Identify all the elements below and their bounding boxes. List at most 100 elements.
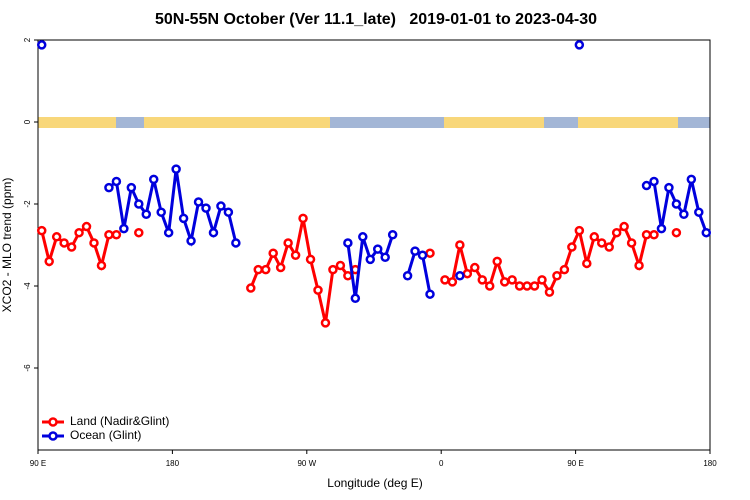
point <box>335 260 346 271</box>
point <box>626 238 637 248</box>
point <box>671 199 682 209</box>
point <box>492 256 502 267</box>
series-line <box>444 224 654 296</box>
point <box>365 254 376 265</box>
x-tick-label: 180 <box>703 459 717 468</box>
point <box>96 260 107 271</box>
point <box>641 180 652 191</box>
point <box>537 275 547 285</box>
point <box>216 201 226 211</box>
point <box>455 240 465 250</box>
point <box>574 40 585 50</box>
point <box>582 258 592 269</box>
point <box>529 281 540 291</box>
point <box>402 271 413 281</box>
point <box>604 242 614 252</box>
point <box>462 268 473 279</box>
chart-title: 50N-55N October (Ver 11.1_late) 2019-01-… <box>155 11 597 28</box>
point <box>74 227 84 238</box>
point <box>186 236 196 246</box>
point <box>634 260 644 271</box>
point <box>694 207 704 217</box>
point <box>59 238 69 248</box>
point <box>320 318 331 328</box>
point <box>126 182 137 193</box>
y-tick-label: 0 <box>23 119 32 124</box>
point <box>358 232 368 242</box>
x-tick-label: 180 <box>166 459 180 468</box>
point <box>104 230 114 240</box>
point <box>305 254 316 265</box>
point <box>148 174 159 185</box>
point <box>290 250 301 260</box>
point <box>343 238 353 248</box>
point <box>574 225 585 236</box>
point <box>246 283 256 293</box>
point <box>111 176 122 187</box>
point <box>44 256 54 267</box>
point <box>134 199 144 209</box>
point <box>231 238 241 248</box>
legend-marker <box>48 431 58 441</box>
point <box>686 174 697 185</box>
point <box>223 207 234 217</box>
point <box>514 281 525 291</box>
point <box>701 227 712 238</box>
point <box>283 238 293 248</box>
point <box>275 262 286 273</box>
point <box>208 227 219 238</box>
point <box>178 213 189 224</box>
point <box>171 164 181 174</box>
point <box>447 277 458 287</box>
point <box>589 232 600 242</box>
point <box>156 207 166 217</box>
point <box>372 244 383 254</box>
legend: Land (Nadir&Glint)Ocean (Glint) <box>42 414 169 442</box>
point <box>36 40 47 50</box>
point <box>343 271 353 281</box>
x-tick-label: 90 E <box>567 459 583 468</box>
point <box>328 264 338 275</box>
point <box>649 176 659 187</box>
y-axis-label: XCO2 - MLO trend (ppm) <box>0 178 14 313</box>
point <box>679 209 689 219</box>
point <box>544 287 555 297</box>
point <box>51 232 62 242</box>
point <box>111 230 122 240</box>
point <box>567 242 577 252</box>
point <box>350 293 361 304</box>
point <box>671 227 682 238</box>
land-ocean-strip <box>38 117 710 128</box>
point <box>201 203 211 213</box>
point <box>163 227 174 238</box>
point <box>470 262 480 273</box>
point <box>66 242 77 252</box>
point <box>417 250 428 260</box>
point <box>440 275 450 285</box>
point <box>81 221 92 232</box>
x-axis-label: Longitude (deg E) <box>327 476 422 490</box>
point <box>596 238 607 248</box>
point <box>649 230 659 240</box>
legend-label: Ocean (Glint) <box>70 428 141 442</box>
point <box>656 223 667 234</box>
point <box>425 248 435 258</box>
point <box>268 248 278 258</box>
point <box>380 252 390 263</box>
point <box>425 289 435 299</box>
point <box>260 264 271 275</box>
legend-label: Land (Nadir&Glint) <box>70 414 169 428</box>
point <box>507 275 517 285</box>
point <box>104 182 114 193</box>
y-tick-label: -6 <box>23 364 32 372</box>
y-tick-label: -2 <box>23 200 32 208</box>
point <box>559 264 570 275</box>
point <box>298 213 308 224</box>
point <box>455 271 465 281</box>
point <box>141 209 152 219</box>
point <box>641 230 652 240</box>
point <box>477 275 488 285</box>
point <box>522 281 532 291</box>
point <box>484 281 495 291</box>
